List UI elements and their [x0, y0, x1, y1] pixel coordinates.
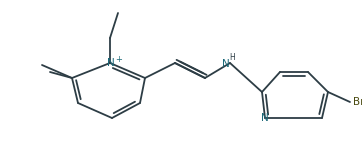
Text: N: N: [107, 58, 115, 68]
Text: H: H: [229, 53, 235, 63]
Text: Br: Br: [353, 97, 362, 107]
Text: +: +: [115, 55, 122, 64]
Text: N: N: [222, 59, 230, 69]
Text: N: N: [261, 113, 269, 123]
